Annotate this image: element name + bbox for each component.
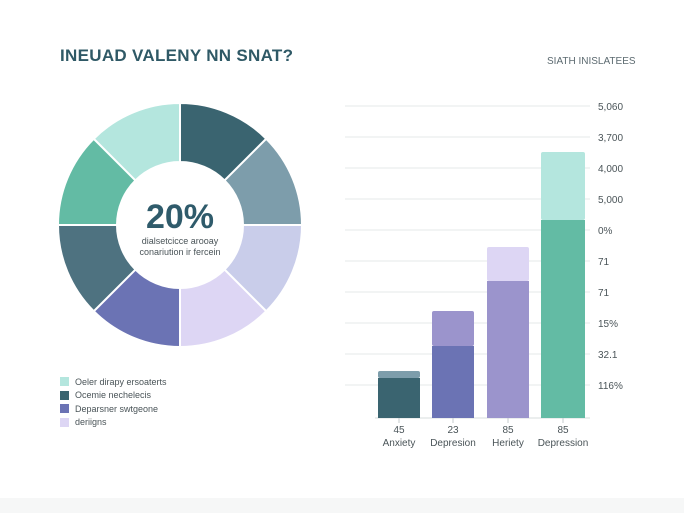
bar-segment bbox=[541, 220, 585, 418]
legend-label: Ocemie nechelecis bbox=[75, 390, 152, 400]
legend-swatch bbox=[60, 377, 69, 386]
donut-center-caption-line: dialsetcicce arooay bbox=[141, 236, 219, 246]
bar-segment bbox=[378, 371, 420, 378]
legend-item: Deparsner swtgeone bbox=[60, 402, 167, 415]
x-category-label: Anxiety bbox=[383, 438, 416, 449]
legend-swatch bbox=[60, 390, 69, 400]
legend-swatch bbox=[60, 404, 69, 413]
bar-segment bbox=[432, 311, 474, 346]
legend-swatch bbox=[60, 417, 69, 427]
x-category-label: Depression bbox=[538, 438, 589, 449]
donut-center-caption-line: conariution ir fercein bbox=[139, 247, 221, 257]
chart-title: INEUAD VALENY NN SNAT? bbox=[60, 46, 294, 65]
chart-subtitle: SIATH INISLATEES bbox=[547, 56, 636, 67]
y-tick-label: 5,060 bbox=[598, 102, 623, 113]
x-category-label: Heriety bbox=[492, 438, 524, 449]
y-tick-label: 4,000 bbox=[598, 164, 623, 175]
legend-label: Oeler dirapy ersoaterts bbox=[75, 376, 167, 387]
legend-label: deriigns bbox=[75, 417, 107, 427]
donut-center-value: 20% bbox=[145, 198, 215, 236]
legend-label: Deparsner swtgeone bbox=[75, 403, 159, 414]
bar-segment bbox=[487, 247, 529, 281]
y-tick-label: 3,700 bbox=[598, 133, 623, 144]
legend-item: Oeler dirapy ersoaterts bbox=[60, 375, 167, 388]
donut-legend: Oeler dirapy ersoaterts Ocemie necheleci… bbox=[60, 375, 167, 429]
y-tick-label: 5,000 bbox=[598, 195, 623, 206]
y-tick-label: 71 bbox=[598, 257, 610, 268]
bar-segment bbox=[432, 346, 474, 418]
bar-segment bbox=[541, 152, 585, 220]
y-tick-label: 116% bbox=[598, 381, 623, 392]
category-number-label: 85 bbox=[557, 425, 569, 436]
category-number-label: 85 bbox=[502, 425, 514, 436]
donut-chart bbox=[56, 101, 304, 349]
category-number-label: 23 bbox=[447, 425, 459, 436]
y-tick-label: 0% bbox=[598, 226, 613, 237]
bar-segment bbox=[487, 281, 529, 418]
category-number-label: 45 bbox=[393, 425, 405, 436]
bar-segment bbox=[378, 378, 420, 418]
y-tick-label: 71 bbox=[598, 288, 610, 299]
x-category-label: Depresion bbox=[430, 438, 476, 449]
chart-card: INEUAD VALENY NN SNAT? SIATH INISLATEES … bbox=[56, 46, 636, 449]
donut-slice bbox=[92, 101, 181, 182]
y-tick-label: 32.1 bbox=[598, 350, 618, 361]
donut-center-caption: dialsetcicce arooay conariution ir ferce… bbox=[120, 236, 240, 258]
bar-chart: 5,060 3,700 4,000 5,000 0% 71 71 15% 32.1 116% 45 A… bbox=[345, 102, 623, 449]
legend-item: deriigns bbox=[60, 416, 167, 429]
legend-item: Ocemie nechelecis bbox=[60, 389, 167, 402]
y-tick-label: 15% bbox=[598, 319, 618, 330]
